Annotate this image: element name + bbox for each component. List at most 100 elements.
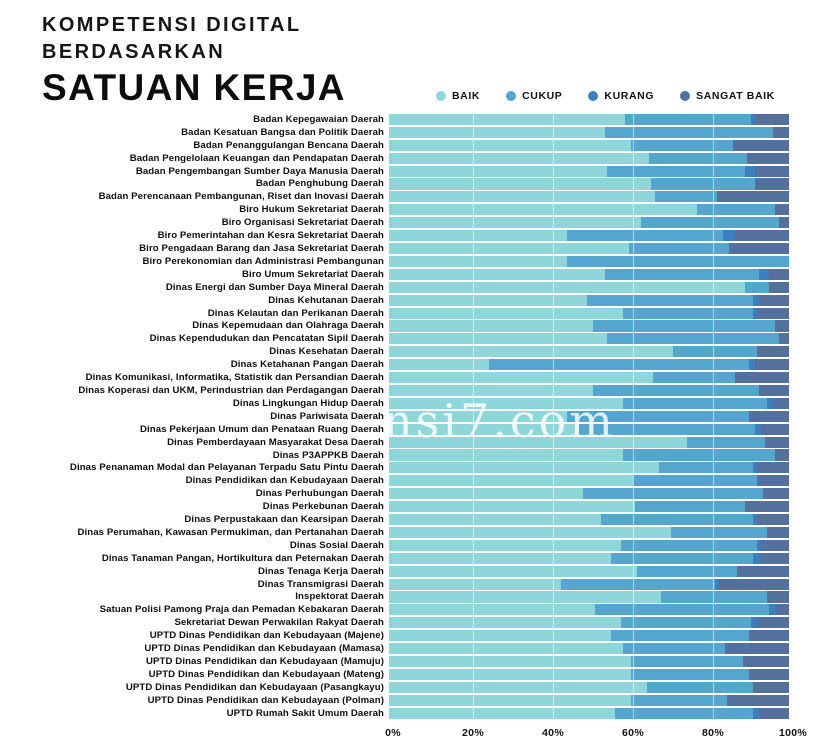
bar-segment-kurang xyxy=(753,294,759,306)
bar-segment-cukup xyxy=(607,333,779,345)
row-label: Dinas Transmigrasi Daerah xyxy=(257,578,384,590)
bar-segment-cukup xyxy=(567,410,749,422)
bar-segment-cukup xyxy=(629,242,729,255)
gridline-20 xyxy=(473,113,474,721)
row-label: Dinas P3APPKB Daerah xyxy=(272,449,384,461)
bar-segment-cukup xyxy=(631,668,749,680)
row-label: Dinas Komunikasi, Informatika, Statistik… xyxy=(85,372,384,384)
x-axis-tick: 80% xyxy=(702,727,724,740)
stacked-bar xyxy=(389,384,789,397)
bar-segment-sangat-baik xyxy=(727,694,789,706)
stacked-bar xyxy=(389,333,789,345)
bar-segment-kurang xyxy=(753,514,757,526)
row-label: Biro Pengadaan Barang dan Jasa Sekretari… xyxy=(139,243,384,255)
bar-segment-baik xyxy=(389,617,621,629)
bar-segment-cukup xyxy=(583,488,763,500)
bar-segment-baik xyxy=(389,475,633,487)
bar-segment-cukup xyxy=(579,423,755,435)
row-label: Dinas Perkebunan Daerah xyxy=(262,501,384,513)
chart-row: UPTD Dinas Pendidikan dan Kebudayaan (Pa… xyxy=(0,681,828,694)
bar-segment-kurang xyxy=(751,113,755,125)
bar-segment-baik xyxy=(389,488,583,500)
bar-segment-sangat-baik xyxy=(757,462,789,474)
gridline-60 xyxy=(633,113,634,721)
bar-segment-baik xyxy=(389,294,587,306)
row-label: Dinas Penanaman Modal dan Pelayanan Terp… xyxy=(69,462,384,474)
bar-segment-baik xyxy=(389,204,697,216)
chart-header: KOMPETENSI DIGITAL BERDASARKAN SATUAN KE… xyxy=(42,12,346,109)
x-axis-tick: 40% xyxy=(542,727,564,740)
bar-segment-sangat-baik xyxy=(755,165,789,177)
chart-row: Dinas Tenaga Kerja Daerah xyxy=(0,565,828,578)
bar-segment-sangat-baik xyxy=(753,681,789,693)
bar-segment-kurang xyxy=(753,707,759,719)
chart-row: Biro Hukum Sekretariat Daerah xyxy=(0,203,828,216)
chart-row: UPTD Dinas Pendidikan dan Kebudayaan (Po… xyxy=(0,694,828,707)
chart-row: Dinas Koperasi dan UKM, Perindustrian da… xyxy=(0,384,828,397)
bar-segment-baik xyxy=(389,501,635,513)
chart-row: Biro Perekonomian dan Administrasi Pemba… xyxy=(0,255,828,268)
gridline-40 xyxy=(553,113,554,721)
bar-segment-kurang xyxy=(753,552,761,564)
bar-segment-sangat-baik xyxy=(759,294,789,306)
bar-segment-baik xyxy=(389,643,623,655)
bar-segment-cukup xyxy=(611,552,753,564)
row-label: Dinas Pendidikan dan Kebudayaan Daerah xyxy=(185,475,384,487)
stacked-bar xyxy=(389,552,789,564)
bar-segment-baik xyxy=(389,126,605,138)
bar-segment-cukup xyxy=(635,501,745,513)
stacked-bar xyxy=(389,539,789,551)
chart-row: UPTD Dinas Pendidikan dan Kebudayaan (Ma… xyxy=(0,668,828,681)
bar-segment-baik xyxy=(389,423,579,435)
bar-segment-kurang xyxy=(769,604,775,616)
row-label: UPTD Dinas Pendidikan dan Kebudayaan (Ma… xyxy=(149,630,384,642)
bar-segment-sangat-baik xyxy=(773,126,789,138)
row-label: Badan Kepegawaian Daerah xyxy=(253,113,384,125)
chart-row: Dinas Transmigrasi Daerah xyxy=(0,578,828,591)
bar-segment-kurang xyxy=(749,359,755,371)
row-label: Dinas Kesehatan Daerah xyxy=(269,346,384,358)
row-label: Biro Organisasi Sekretariat Daerah xyxy=(221,217,384,229)
stacked-bar xyxy=(389,436,789,448)
bar-segment-baik xyxy=(389,372,653,384)
bar-segment-sangat-baik xyxy=(757,514,789,526)
chart-row: Biro Umum Sekretariat Daerah xyxy=(0,268,828,281)
bar-segment-sangat-baik xyxy=(775,204,789,216)
bar-segment-baik xyxy=(389,191,655,203)
row-label: Dinas Kependudukan dan Pencatatan Sipil … xyxy=(149,333,384,345)
stacked-bar xyxy=(389,423,789,435)
chart-legend: BAIK CUKUP KURANG SANGAT BAIK xyxy=(436,90,775,102)
bar-segment-sangat-baik xyxy=(763,488,789,500)
x-axis-tick: 60% xyxy=(622,727,644,740)
stacked-bar xyxy=(389,526,789,538)
stacked-bar xyxy=(389,268,789,280)
bar-segment-baik xyxy=(389,139,631,151)
row-label: Dinas Sosial Daerah xyxy=(289,539,384,551)
bar-segment-sangat-baik xyxy=(761,539,789,551)
row-label: Biro Pemerintahan dan Kesra Sekretariat … xyxy=(157,230,384,242)
bar-segment-baik xyxy=(389,694,631,706)
stacked-bar xyxy=(389,410,789,422)
bar-segment-baik xyxy=(389,178,651,190)
bar-segment-baik xyxy=(389,152,649,164)
stacked-bar xyxy=(389,320,789,332)
row-label: Badan Penanggulangan Bencana Daerah xyxy=(193,139,384,151)
bar-segment-cukup xyxy=(631,655,743,668)
bar-segment-cukup xyxy=(745,281,769,293)
bar-segment-cukup xyxy=(621,617,751,629)
bar-segment-kurang xyxy=(767,397,773,409)
bar-segment-baik xyxy=(389,449,623,461)
bar-segment-sangat-baik xyxy=(757,617,789,629)
row-label: Dinas Tanaman Pangan, Hortikultura dan P… xyxy=(101,552,384,564)
row-label: Badan Perencanaan Pembangunan, Riset dan… xyxy=(98,191,384,203)
legend-label: SANGAT BAIK xyxy=(696,90,775,102)
chart-row: Dinas Perkebunan Daerah xyxy=(0,500,828,513)
row-label: UPTD Dinas Pendidikan dan Kebudayaan (Po… xyxy=(147,694,384,706)
chart-row: Biro Pemerintahan dan Kesra Sekretariat … xyxy=(0,229,828,242)
title-line-2: BERDASARKAN xyxy=(42,41,226,63)
bar-segment-baik xyxy=(389,707,615,719)
stacked-bar xyxy=(389,152,789,164)
row-label: Badan Pengembangan Sumber Daya Manusia D… xyxy=(135,165,384,177)
stacked-bar xyxy=(389,165,789,177)
row-label: Badan Kesatuan Bangsa dan Politik Daerah xyxy=(181,126,384,138)
